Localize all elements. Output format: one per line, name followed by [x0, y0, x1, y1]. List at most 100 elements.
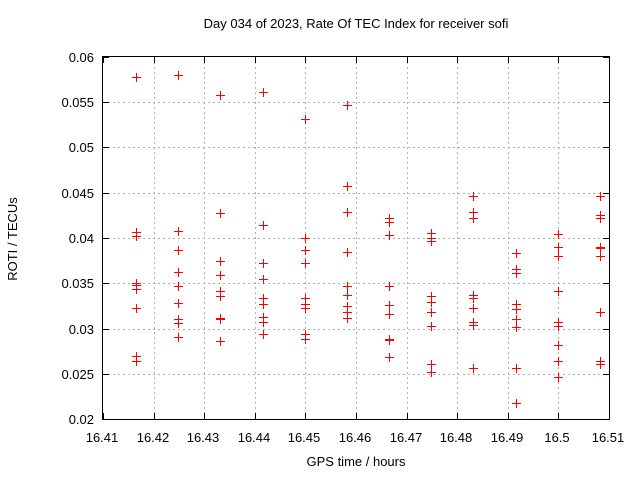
- axis-tick: [558, 413, 559, 419]
- axis-tick: [154, 57, 155, 63]
- data-point: [427, 322, 437, 332]
- axis-tick: [603, 374, 609, 375]
- data-point: [342, 307, 352, 317]
- data-point: [511, 363, 521, 373]
- axis-tick: [603, 147, 609, 148]
- data-point: [511, 314, 521, 324]
- data-point: [385, 213, 395, 223]
- chart-title: Day 034 of 2023, Rate Of TEC Index for r…: [203, 16, 509, 31]
- y-tick-label: 0.02: [68, 412, 94, 427]
- data-point: [216, 270, 226, 280]
- axis-tick: [103, 329, 109, 330]
- data-point: [385, 301, 395, 311]
- axis-tick: [508, 413, 509, 419]
- axis-tick: [603, 283, 609, 284]
- axis-tick: [609, 413, 610, 419]
- axis-tick: [407, 57, 408, 63]
- data-point: [174, 227, 184, 237]
- data-point: [469, 208, 479, 218]
- data-point: [511, 304, 521, 314]
- x-tick-label: 16.46: [338, 430, 372, 445]
- gridline-horizontal: [103, 193, 609, 194]
- x-tick-label: 16.45: [287, 430, 321, 445]
- y-tick-label: 0.05: [68, 140, 94, 155]
- data-point: [132, 280, 142, 290]
- axis-tick: [609, 57, 610, 63]
- axis-tick: [103, 57, 104, 63]
- plot-area: [102, 56, 610, 420]
- data-point: [300, 334, 310, 344]
- data-point: [132, 73, 142, 83]
- y-tick-label: 0.055: [61, 95, 94, 110]
- axis-tick: [603, 329, 609, 330]
- x-tick-label: 16.42: [136, 430, 170, 445]
- x-tick-label: 16.48: [439, 430, 473, 445]
- y-tick-label: 0.035: [61, 276, 94, 291]
- data-point: [595, 214, 605, 224]
- y-tick-label: 0.045: [61, 186, 94, 201]
- data-point: [469, 363, 479, 373]
- data-point: [342, 101, 352, 111]
- data-point: [300, 294, 310, 304]
- data-point: [427, 360, 437, 370]
- data-point: [385, 218, 395, 228]
- data-point: [132, 304, 142, 314]
- axis-tick: [103, 374, 109, 375]
- axis-tick: [103, 102, 109, 103]
- data-point: [216, 292, 226, 302]
- axis-tick: [103, 57, 109, 58]
- data-point: [342, 208, 352, 218]
- data-point: [300, 299, 310, 309]
- axis-tick: [305, 57, 306, 63]
- data-point: [553, 341, 563, 351]
- data-point: [174, 267, 184, 277]
- y-axis-label: ROTI / TECUs: [5, 197, 20, 281]
- data-point: [258, 299, 268, 309]
- data-point: [300, 114, 310, 124]
- data-point: [553, 322, 563, 332]
- data-point: [216, 91, 226, 101]
- data-point: [595, 191, 605, 201]
- axis-tick: [603, 238, 609, 239]
- axis-tick: [603, 193, 609, 194]
- data-point: [174, 314, 184, 324]
- data-point: [132, 285, 142, 295]
- gridline-horizontal: [103, 283, 609, 284]
- data-point: [469, 213, 479, 223]
- data-point: [132, 231, 142, 241]
- data-point: [258, 258, 268, 268]
- data-point: [427, 237, 437, 247]
- data-point: [553, 317, 563, 327]
- axis-tick: [356, 413, 357, 419]
- data-point: [595, 360, 605, 370]
- axis-tick: [457, 413, 458, 419]
- data-point: [342, 314, 352, 324]
- data-point: [216, 286, 226, 296]
- data-point: [132, 352, 142, 362]
- gridline-horizontal: [103, 238, 609, 239]
- x-axis-label: GPS time / hours: [306, 454, 406, 469]
- data-point: [427, 228, 437, 238]
- axis-tick: [603, 419, 609, 420]
- data-point: [174, 298, 184, 308]
- axis-tick: [407, 413, 408, 419]
- data-point: [469, 191, 479, 201]
- data-point: [469, 321, 479, 331]
- gridline-horizontal: [103, 147, 609, 148]
- data-point: [427, 307, 437, 317]
- data-point: [385, 282, 395, 292]
- data-point: [258, 220, 268, 230]
- axis-tick: [457, 57, 458, 63]
- data-point: [300, 246, 310, 256]
- data-point: [300, 258, 310, 268]
- axis-tick: [103, 193, 109, 194]
- data-point: [385, 352, 395, 362]
- data-point: [595, 251, 605, 261]
- data-point: [258, 87, 268, 97]
- data-point: [511, 300, 521, 310]
- axis-tick: [558, 57, 559, 63]
- data-point: [511, 323, 521, 333]
- data-point: [342, 247, 352, 257]
- data-point: [174, 282, 184, 292]
